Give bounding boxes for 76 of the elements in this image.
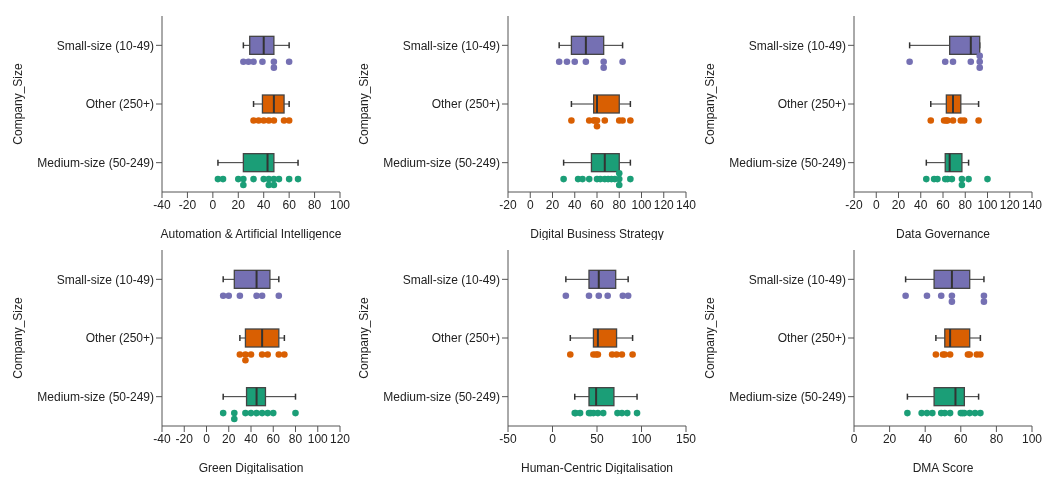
x-tick-label: 0 [549, 431, 557, 446]
x-tick-label: 100 [329, 197, 351, 212]
x-tick-label: 100 [631, 431, 652, 446]
y-tick-label: Small-size (10-49) [402, 272, 500, 287]
x-tick-label: 60 [936, 197, 950, 212]
x-tick-label: 60 [266, 431, 281, 446]
x-tick-label: 0 [209, 197, 217, 212]
x-tick-label: -40 [153, 431, 171, 446]
x-axis-title: Digital Business Strategy [530, 227, 664, 241]
y-tick-label: Medium-size (50-249) [37, 155, 154, 170]
x-tick-label: 40 [914, 197, 928, 212]
y-tick-label: Medium-size (50-249) [729, 389, 846, 404]
x-tick-label: 20 [891, 197, 906, 212]
x-tick-label: 100 [307, 431, 329, 446]
x-tick-label: 100 [1021, 431, 1043, 446]
y-tick-label: Other (250+) [777, 331, 846, 346]
x-axis-title: Automation & Artificial Intelligence [160, 227, 342, 241]
x-tick-label: 0 [872, 197, 880, 212]
x-tick-label: 80 [612, 197, 627, 212]
x-tick-label: 120 [329, 431, 351, 446]
y-axis-title: Company_Size [11, 62, 26, 145]
y-tick-label: Other (250+) [431, 331, 500, 346]
y-tick-label: Other (250+) [85, 97, 154, 112]
x-tick-label: 120 [999, 197, 1021, 212]
y-tick-label: Small-size (10-49) [402, 38, 500, 53]
y-axis-title: Company_Size [703, 62, 718, 145]
y-axis-title: Company_Size [357, 296, 372, 379]
x-axis-title: Green Digitalisation [198, 461, 304, 475]
y-tick-label: Small-size (10-49) [56, 38, 154, 53]
y-tick-label: Medium-size (50-249) [383, 155, 500, 170]
x-tick-label: 60 [282, 197, 297, 212]
x-tick-label: 40 [918, 431, 933, 446]
y-tick-label: Small-size (10-49) [56, 272, 154, 287]
y-tick-label: Small-size (10-49) [748, 272, 846, 287]
y-tick-label: Small-size (10-49) [748, 38, 846, 53]
y-axis-title: Company_Size [703, 296, 718, 379]
x-tick-label: 50 [590, 431, 604, 446]
x-tick-label: -20 [178, 197, 197, 212]
x-tick-label: 100 [631, 197, 652, 212]
x-tick-label: 120 [653, 197, 675, 212]
x-tick-label: 20 [545, 197, 560, 212]
y-axis-title: Company_Size [357, 62, 372, 145]
x-tick-label: 40 [257, 197, 271, 212]
x-axis-title: Data Governance [895, 227, 991, 241]
x-tick-label: 0 [850, 431, 858, 446]
x-tick-label: -20 [499, 197, 517, 212]
x-tick-label: 40 [568, 197, 582, 212]
x-tick-label: 20 [231, 197, 246, 212]
x-tick-label: 80 [989, 431, 1004, 446]
x-tick-label: 60 [954, 431, 968, 446]
y-tick-label: Medium-size (50-249) [383, 389, 500, 404]
y-tick-label: Other (250+) [431, 97, 500, 112]
x-tick-label: 100 [977, 197, 998, 212]
x-tick-label: 140 [1021, 197, 1043, 212]
x-axis-title: Human-Centric Digitalisation [520, 461, 674, 475]
x-tick-label: 80 [958, 197, 973, 212]
x-tick-label: 140 [675, 197, 697, 212]
x-tick-label: 20 [222, 431, 236, 446]
x-tick-label: -20 [175, 431, 194, 446]
x-tick-label: 150 [675, 431, 697, 446]
x-tick-label: 80 [288, 431, 303, 446]
x-tick-label: 60 [590, 197, 604, 212]
y-tick-label: Medium-size (50-249) [37, 389, 154, 404]
y-tick-label: Other (250+) [85, 331, 154, 346]
y-axis-title: Company_Size [11, 296, 26, 379]
x-tick-label: 0 [203, 431, 211, 446]
y-tick-label: Other (250+) [777, 97, 846, 112]
x-tick-label: 20 [882, 431, 897, 446]
x-tick-label: -50 [499, 431, 517, 446]
x-tick-label: 80 [307, 197, 322, 212]
x-tick-label: 0 [526, 197, 534, 212]
y-tick-label: Medium-size (50-249) [729, 155, 846, 170]
x-tick-label: -40 [153, 197, 171, 212]
x-axis-title: DMA Score [912, 461, 974, 475]
x-tick-label: 40 [244, 431, 258, 446]
x-tick-label: -20 [845, 197, 863, 212]
